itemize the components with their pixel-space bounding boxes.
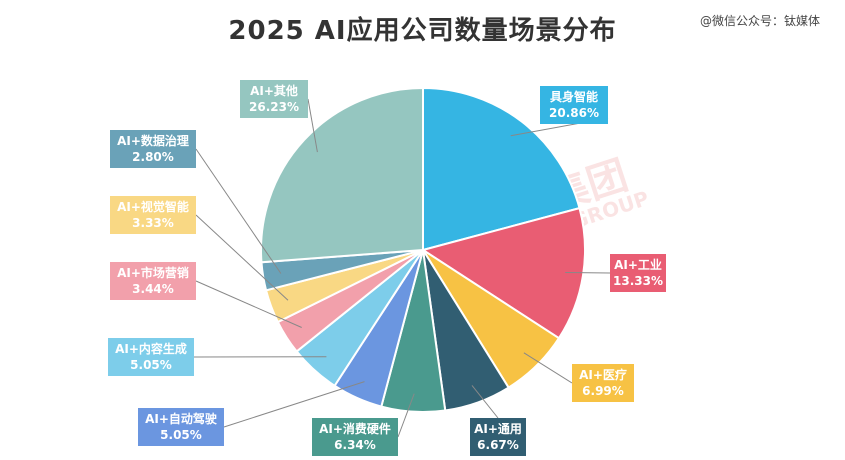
slice-label-1: AI+工业 13.33% xyxy=(610,254,666,292)
slice-label-box-9 xyxy=(110,130,196,168)
slice-label-box-0 xyxy=(540,86,608,124)
leader-line-5 xyxy=(223,381,365,428)
slice-label-name-5: AI+自动驾驶 xyxy=(145,411,217,426)
leader-line-9 xyxy=(195,148,282,274)
leader-line-10 xyxy=(307,98,318,153)
leader-lines xyxy=(193,98,611,438)
slice-label-name-9: AI+数据治理 xyxy=(117,133,189,148)
slice-label-9: AI+数据治理 2.80% xyxy=(110,130,196,168)
leader-line-1 xyxy=(565,272,611,274)
slice-label-7: AI+市场营销 3.44% xyxy=(110,262,196,300)
slice-label-box-10 xyxy=(240,80,308,118)
slice-label-value-7: 3.44% xyxy=(132,282,174,296)
leader-line-3 xyxy=(471,385,499,419)
slice-label-name-3: AI+通用 xyxy=(474,421,522,436)
slice-label-2: AI+医疗 6.99% xyxy=(572,364,634,402)
slice-label-name-10: AI+其他 xyxy=(250,83,298,98)
pie-slice-1 xyxy=(420,206,586,340)
slice-label-10: AI+其他 26.23% xyxy=(240,80,308,118)
slice-label-value-5: 5.05% xyxy=(160,428,202,442)
slice-label-value-10: 26.23% xyxy=(249,100,299,114)
slice-label-box-5 xyxy=(138,408,224,446)
slice-label-value-6: 5.05% xyxy=(130,358,172,372)
slice-label-0: 具身智能 20.86% xyxy=(540,86,608,124)
leader-line-8 xyxy=(195,214,289,301)
chart-title: 2025 AI应用公司数量场景分布 xyxy=(228,16,617,46)
pie-slice-10 xyxy=(260,86,424,264)
slice-labels: 具身智能 20.86% AI+工业 13.33% AI+医疗 6.99% AI+通用 6.67… xyxy=(108,80,666,456)
pie-slice-0 xyxy=(422,86,581,252)
slice-label-box-1 xyxy=(610,254,666,292)
leader-line-2 xyxy=(523,352,573,384)
pie-slices xyxy=(260,86,586,413)
slice-label-8: AI+视觉智能 3.33% xyxy=(110,196,196,234)
slice-label-value-0: 20.86% xyxy=(549,106,599,120)
slice-label-name-7: AI+市场营销 xyxy=(117,265,189,280)
slice-label-4: AI+消费硬件 6.34% xyxy=(312,418,398,456)
slice-label-box-6 xyxy=(108,338,194,376)
slice-label-name-4: AI+消费硬件 xyxy=(319,421,391,436)
source-credit: @微信公众号：钛媒体 xyxy=(700,14,821,28)
slice-label-name-1: AI+工业 xyxy=(614,257,662,272)
slice-label-value-1: 13.33% xyxy=(613,274,663,288)
slice-label-3: AI+通用 6.67% xyxy=(470,418,526,456)
leader-line-7 xyxy=(195,280,302,328)
leader-line-4 xyxy=(397,393,415,438)
slice-label-name-6: AI+内容生成 xyxy=(115,341,187,356)
slice-label-name-8: AI+视觉智能 xyxy=(117,199,189,214)
slice-label-box-2 xyxy=(572,364,634,402)
slice-label-value-8: 3.33% xyxy=(132,216,174,230)
slice-label-box-3 xyxy=(470,418,526,456)
slice-label-6: AI+内容生成 5.05% xyxy=(108,338,194,376)
slice-label-value-2: 6.99% xyxy=(582,384,624,398)
slice-label-box-4 xyxy=(312,418,398,456)
slice-label-box-7 xyxy=(110,262,196,300)
slice-label-name-0: 具身智能 xyxy=(550,89,598,104)
slice-label-value-3: 6.67% xyxy=(477,438,519,452)
slice-label-box-8 xyxy=(110,196,196,234)
slice-label-name-2: AI+医疗 xyxy=(579,367,627,382)
slice-label-5: AI+自动驾驶 5.05% xyxy=(138,408,224,446)
slice-label-value-4: 6.34% xyxy=(334,438,376,452)
slice-label-value-9: 2.80% xyxy=(132,150,174,164)
